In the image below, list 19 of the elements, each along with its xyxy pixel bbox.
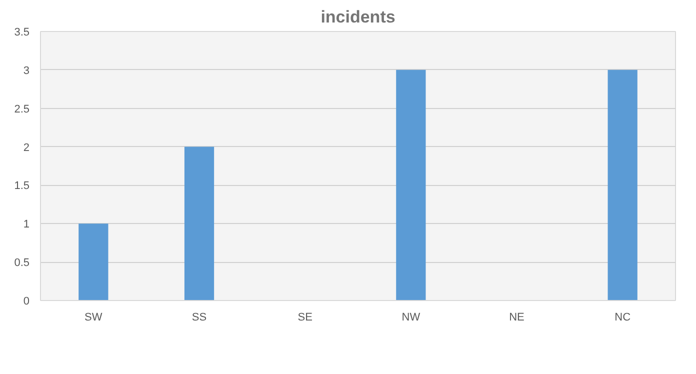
bar [608,70,638,300]
y-tick-label: 1 [23,218,30,231]
x-tick-label: NC [614,312,631,324]
chart-title: incidents [320,8,396,26]
y-tick-label: 0.5 [14,257,30,270]
x-tick-label: SS [192,312,207,324]
y-tick-label: 1.5 [14,180,30,192]
x-tick-label: SE [298,312,312,324]
x-tick-label: NE [509,312,524,324]
bar [78,224,108,300]
y-tick-label: 3.5 [14,26,30,38]
x-tick-label: NW [402,312,421,324]
bar [184,146,214,300]
y-tick-label: 2 [23,142,30,154]
y-tick-label: 0 [23,296,30,308]
y-tick-label: 3 [23,64,30,77]
y-tick-label: 2.5 [14,103,30,116]
bar [396,70,426,300]
x-tick-label: SW [84,312,103,324]
